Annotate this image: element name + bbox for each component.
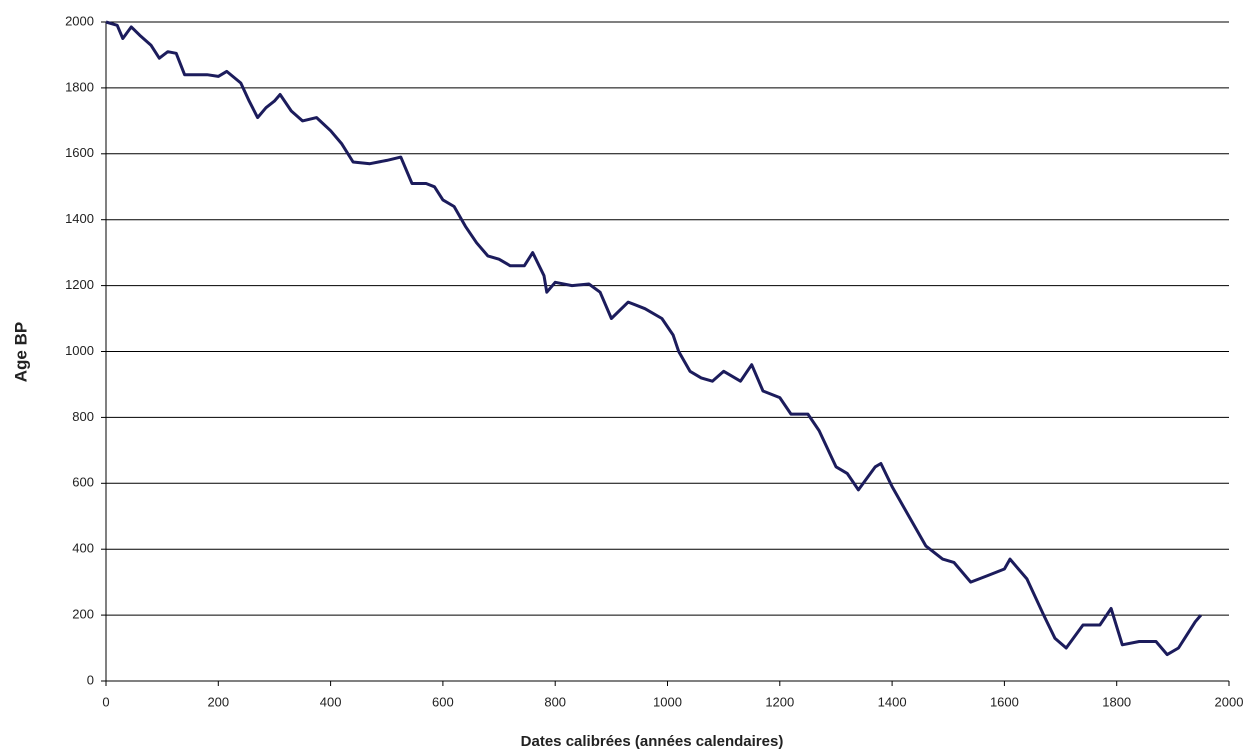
y-tick-label: 1200 (65, 277, 94, 292)
y-tick-label: 800 (72, 409, 94, 424)
data-line (105, 20, 1203, 657)
x-tick-label: 200 (207, 694, 229, 709)
y-tick-label: 400 (72, 541, 94, 556)
y-tick-label: 1400 (65, 211, 94, 226)
x-tick-label: 800 (544, 694, 566, 709)
y-tick-label: 2000 (65, 13, 94, 28)
x-tick-label: 2000 (1215, 694, 1244, 709)
y-axis-title: Age BP (11, 322, 30, 382)
y-tick-label: 1600 (65, 145, 94, 160)
x-axis-title: Dates calibrées (années calendaires) (521, 733, 784, 750)
x-tick-label: 1800 (1102, 694, 1131, 709)
y-tick-label: 1000 (65, 343, 94, 358)
y-tick-label: 200 (72, 607, 94, 622)
x-tick-label: 1600 (990, 694, 1019, 709)
x-tick-label: 600 (432, 694, 454, 709)
x-tick-label: 1000 (653, 694, 682, 709)
y-tick-label: 1800 (65, 79, 94, 94)
y-tick-label: 600 (72, 475, 94, 490)
x-tick-label: 400 (320, 694, 342, 709)
x-tick-label: 1200 (765, 694, 794, 709)
x-tick-label: 0 (102, 694, 109, 709)
x-tick-label: 1400 (878, 694, 907, 709)
y-tick-label: 0 (87, 672, 94, 687)
